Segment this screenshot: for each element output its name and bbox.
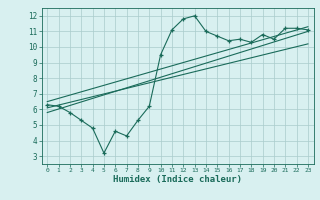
X-axis label: Humidex (Indice chaleur): Humidex (Indice chaleur)	[113, 175, 242, 184]
